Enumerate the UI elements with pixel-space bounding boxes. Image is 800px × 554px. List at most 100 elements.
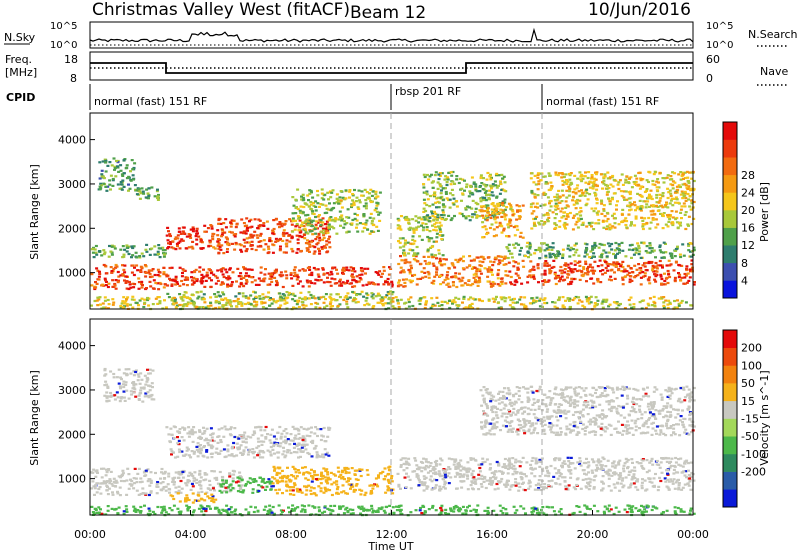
data-cell [687,215,691,218]
data-cell [547,188,551,192]
data-cell [382,266,386,269]
data-cell [544,280,547,284]
data-cell [225,491,229,494]
data-cell [590,176,594,179]
data-cell [215,276,219,279]
data-cell [93,248,97,251]
data-cell [424,301,428,304]
data-cell [329,270,333,273]
data-cell [281,453,285,456]
data-cell [483,209,487,213]
data-cell [640,241,644,244]
data-cell [548,272,552,275]
data-cell [472,181,476,184]
data-cell [560,172,564,175]
data-cell [224,268,228,271]
data-cell [303,445,306,448]
data-cell [486,208,490,212]
data-cell [372,282,375,285]
data-cell [551,211,555,214]
data-cell [524,254,527,258]
data-cell [649,210,653,213]
data-cell [295,443,299,446]
data-cell [631,248,635,252]
data-cell [142,192,146,195]
data-cell [143,264,147,267]
data-cell [91,480,95,483]
data-cell [633,204,637,207]
data-cell [685,186,689,189]
data-cell [376,283,380,286]
data-cell [350,274,354,277]
data-cell [98,161,102,164]
data-cell [358,222,362,225]
data-cell [487,266,491,269]
data-cell [431,262,435,265]
data-cell [335,197,339,200]
data-cell [569,268,573,271]
data-cell [587,297,591,300]
data-cell [482,183,486,186]
data-cell [254,426,257,429]
data-cell [451,180,455,183]
data-cell [279,237,282,241]
data-cell [652,270,656,273]
data-cell [444,190,448,194]
data-cell [431,186,435,189]
data-cell [396,217,400,220]
data-cell [675,221,679,224]
data-cell [566,247,570,250]
data-cell [312,252,316,255]
data-cell [489,216,493,220]
data-cell [335,232,339,235]
data-cell [313,432,317,435]
data-cell [330,493,334,497]
data-cell [314,232,318,235]
data-cell [111,177,115,181]
data-cell [690,222,694,226]
data-cell [338,278,342,281]
data-cell [260,302,264,305]
data-cell [148,385,152,388]
data-cell [162,486,166,489]
data-cell [214,451,218,454]
data-cell [684,196,688,200]
data-cell [673,299,676,303]
data-cell [488,226,492,230]
data-cell [377,476,380,479]
data-cell [627,248,631,251]
data-cell [119,304,123,308]
data-cell [644,261,648,265]
data-cell [266,449,270,452]
data-cell [219,483,223,486]
data-cell [631,271,635,274]
data-cell [673,172,677,175]
data-cell [503,198,507,201]
data-cell [274,437,278,441]
data-cell [610,279,613,282]
data-cell [131,306,135,309]
colorbar-segment [723,139,737,158]
data-cell [257,425,261,428]
data-cell [191,247,195,250]
data-cell [130,393,134,396]
data-cell [368,216,372,219]
data-cell [181,299,185,302]
data-cell [333,278,337,281]
data-cell [389,290,393,293]
data-cell [249,233,253,236]
data-cell [143,374,147,377]
data-cell [592,180,596,183]
data-cell [124,368,128,371]
data-cell [158,300,162,303]
data-cell [357,280,361,283]
data-cell [318,249,321,253]
data-cell [560,272,564,275]
data-cell [295,451,299,454]
data-cell [137,398,141,401]
data-cell [335,483,339,486]
data-cell [308,472,312,475]
data-cell [546,213,550,216]
data-cell [460,187,464,190]
data-cell [484,228,488,231]
